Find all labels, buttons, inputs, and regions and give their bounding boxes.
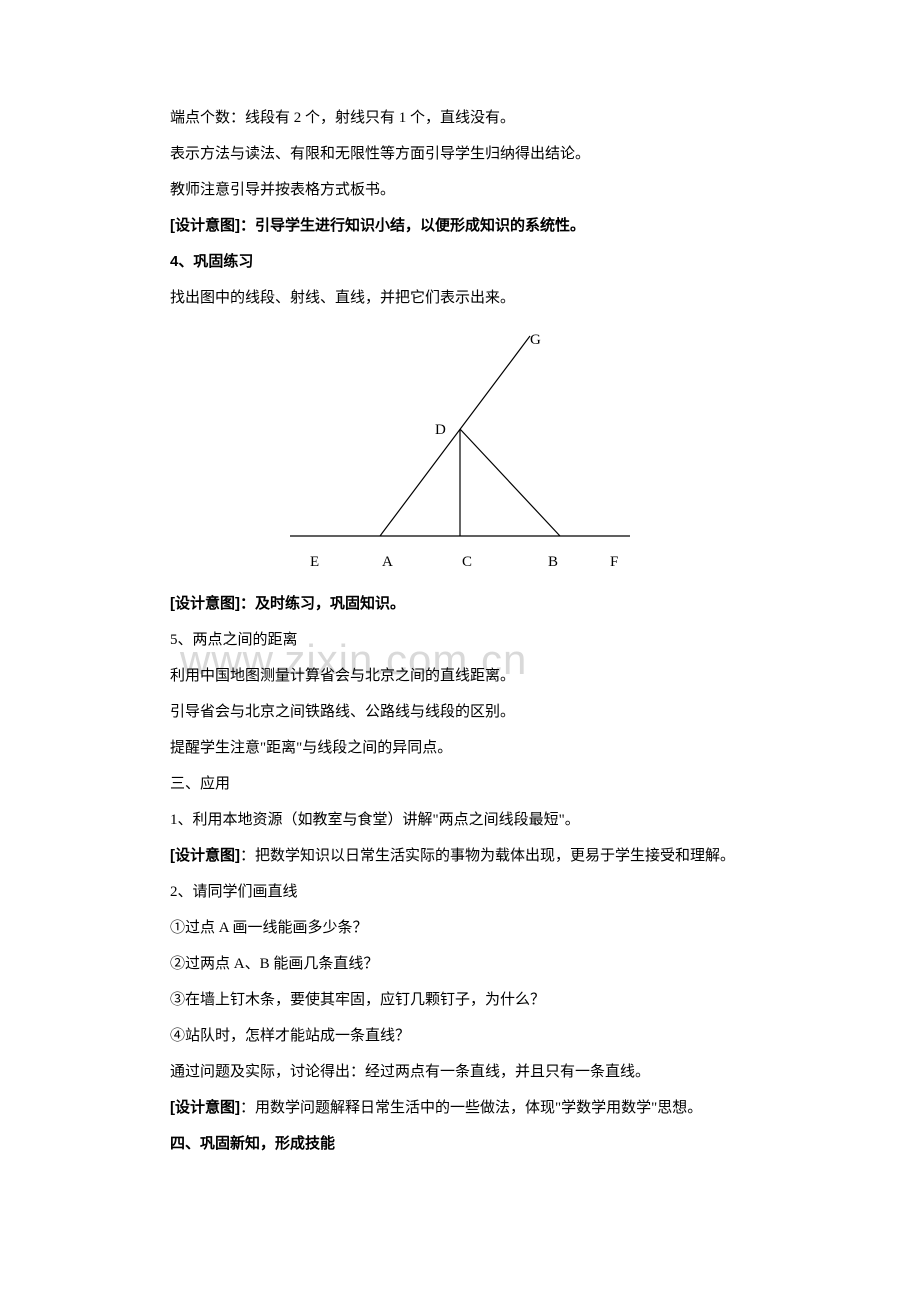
paragraph: 表示方法与读法、有限和无限性等方面引导学生归纳得出结论。 bbox=[170, 136, 750, 172]
point-label-a: A bbox=[382, 544, 393, 580]
list-item: ②过两点 A、B 能画几条直线？ bbox=[170, 946, 750, 982]
paragraph: 端点个数：线段有 2 个，射线只有 1 个，直线没有。 bbox=[170, 100, 750, 136]
paragraph: 1、利用本地资源（如教室与食堂）讲解"两点之间线段最短"。 bbox=[170, 802, 750, 838]
paragraph: 提醒学生注意"距离"与线段之间的异同点。 bbox=[170, 730, 750, 766]
paragraph: 2、请同学们画直线 bbox=[170, 874, 750, 910]
paragraph: 通过问题及实际，讨论得出：经过两点有一条直线，并且只有一条直线。 bbox=[170, 1054, 750, 1090]
list-item: ③在墙上钉木条，要使其牢固，应钉几颗钉子，为什么？ bbox=[170, 982, 750, 1018]
section-heading: 三、应用 bbox=[170, 766, 750, 802]
line-ag bbox=[380, 336, 530, 536]
point-label-b: B bbox=[548, 544, 558, 580]
paragraph: 教师注意引导并按表格方式板书。 bbox=[170, 172, 750, 208]
section-heading: 4、巩固练习 bbox=[170, 244, 750, 280]
list-item: ①过点 A 画一线能画多少条？ bbox=[170, 910, 750, 946]
geometry-diagram: G D E A C B F bbox=[270, 326, 650, 576]
point-label-f: F bbox=[610, 544, 618, 580]
section-heading: 四、巩固新知，形成技能 bbox=[170, 1126, 750, 1162]
paragraph: 5、两点之间的距离 bbox=[170, 622, 750, 658]
paragraph: 利用中国地图测量计算省会与北京之间的直线距离。 bbox=[170, 658, 750, 694]
paragraph: 找出图中的线段、射线、直线，并把它们表示出来。 bbox=[170, 280, 750, 316]
paragraph: 引导省会与北京之间铁路线、公路线与线段的区别。 bbox=[170, 694, 750, 730]
document-body: 端点个数：线段有 2 个，射线只有 1 个，直线没有。 表示方法与读法、有限和无… bbox=[170, 100, 750, 1162]
point-label-c: C bbox=[462, 544, 472, 580]
list-item: ④站队时，怎样才能站成一条直线？ bbox=[170, 1018, 750, 1054]
design-intent-heading: [设计意图]：引导学生进行知识小结，以便形成知识的系统性。 bbox=[170, 208, 750, 244]
point-label-g: G bbox=[530, 322, 541, 358]
design-intent: [设计意图]：用数学问题解释日常生活中的一些做法，体现"学数学用数学"思想。 bbox=[170, 1090, 750, 1126]
point-label-e: E bbox=[310, 544, 319, 580]
design-intent: [设计意图]：把数学知识以日常生活实际的事物为载体出现，更易于学生接受和理解。 bbox=[170, 838, 750, 874]
point-label-d: D bbox=[435, 412, 446, 448]
design-intent-heading: [设计意图]：及时练习，巩固知识。 bbox=[170, 586, 750, 622]
line-db bbox=[460, 429, 560, 536]
